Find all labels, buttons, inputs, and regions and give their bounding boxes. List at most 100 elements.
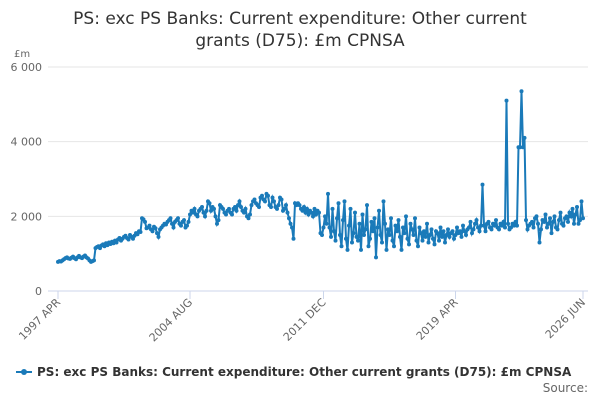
data-point	[239, 205, 243, 209]
x-tick-label: 2004 AUG	[147, 296, 196, 345]
data-point	[549, 231, 554, 236]
data-point	[347, 223, 351, 228]
data-point	[236, 203, 240, 208]
data-point	[564, 214, 569, 219]
data-point	[416, 244, 420, 249]
data-point	[428, 233, 432, 237]
data-point	[285, 210, 290, 215]
data-point	[314, 212, 318, 217]
legend-label: PS: exc PS Banks: Current expenditure: O…	[37, 365, 572, 379]
data-point	[303, 210, 308, 215]
data-point	[317, 210, 321, 215]
data-point	[366, 244, 371, 249]
data-point	[408, 221, 413, 226]
data-point	[179, 223, 183, 228]
data-point	[452, 236, 456, 241]
data-point	[395, 229, 399, 234]
data-point	[176, 216, 180, 221]
data-point	[455, 225, 459, 230]
data-point	[581, 216, 585, 221]
data-point	[551, 219, 555, 224]
data-point	[398, 234, 402, 239]
data-point	[335, 216, 339, 221]
data-point	[201, 210, 206, 215]
data-point	[297, 203, 302, 208]
data-point	[537, 240, 542, 245]
data-point	[402, 231, 407, 236]
data-point	[257, 205, 261, 209]
y-axis-label: £m	[14, 49, 30, 60]
data-point	[545, 225, 549, 230]
data-point	[477, 229, 482, 234]
data-point	[207, 201, 212, 206]
data-point	[213, 214, 218, 219]
data-point	[362, 233, 366, 237]
data-point	[224, 212, 228, 217]
data-point	[542, 219, 546, 224]
data-point	[483, 229, 488, 234]
data-point	[221, 206, 225, 211]
data-point	[513, 219, 518, 224]
data-point	[417, 225, 422, 230]
data-point	[138, 230, 143, 235]
data-point	[375, 225, 380, 230]
data-point	[546, 221, 551, 226]
data-point	[543, 212, 548, 217]
data-point	[266, 193, 270, 198]
data-point	[539, 227, 543, 232]
data-point	[501, 219, 506, 224]
data-point	[486, 219, 491, 224]
data-point	[147, 223, 152, 228]
data-point	[168, 216, 173, 221]
data-point	[356, 238, 360, 243]
data-point	[368, 236, 372, 241]
data-point	[114, 240, 119, 245]
data-point	[411, 233, 416, 237]
data-point	[287, 216, 291, 221]
data-point	[353, 210, 357, 215]
data-point	[458, 229, 462, 234]
data-point	[566, 219, 570, 224]
data-point	[92, 258, 96, 263]
data-point	[426, 240, 431, 245]
data-point	[414, 238, 419, 243]
data-point	[204, 208, 209, 213]
data-point	[393, 223, 398, 228]
data-point	[284, 203, 288, 208]
data-point	[333, 238, 338, 243]
data-point	[479, 223, 483, 228]
data-point	[515, 223, 519, 228]
data-point	[504, 98, 509, 103]
data-point	[377, 208, 381, 213]
data-point	[381, 199, 386, 204]
data-point	[302, 205, 306, 209]
data-point	[288, 221, 293, 226]
data-point	[186, 219, 191, 224]
data-point	[188, 212, 192, 217]
data-point	[212, 206, 216, 211]
data-point	[305, 206, 309, 211]
data-point	[489, 227, 494, 232]
data-point	[512, 223, 516, 228]
data-point	[230, 212, 234, 217]
y-tick-label: 0	[35, 285, 42, 298]
data-point	[470, 231, 474, 236]
data-point	[432, 242, 437, 247]
data-point	[521, 145, 525, 150]
data-point	[396, 218, 401, 223]
data-point	[282, 206, 287, 211]
data-point	[339, 244, 344, 249]
data-point	[440, 234, 444, 239]
data-point	[423, 234, 428, 239]
data-point	[419, 231, 423, 236]
data-point	[461, 223, 465, 228]
data-point	[372, 216, 377, 221]
data-point	[269, 205, 273, 209]
data-point	[327, 225, 332, 230]
data-point	[185, 223, 189, 228]
data-point	[530, 219, 534, 224]
data-point	[405, 236, 410, 241]
data-point	[407, 242, 411, 247]
